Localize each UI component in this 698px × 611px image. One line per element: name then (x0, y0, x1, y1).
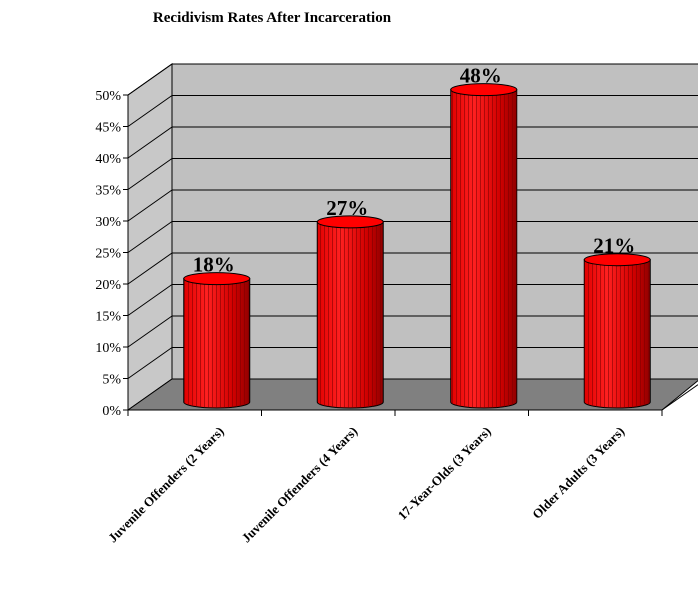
gridline-side (127, 347, 173, 379)
gridline-side (127, 126, 173, 159)
gridline-side (127, 189, 173, 222)
bar (450, 83, 518, 409)
gridline-side (127, 284, 173, 316)
gridline-side (127, 158, 173, 190)
data-label: 48% (460, 64, 502, 88)
y-tick-label: 5% (102, 373, 121, 388)
category-label: Juvenile Offenders (2 Years) (105, 424, 227, 546)
bar-top (450, 83, 518, 97)
bar-top (183, 272, 251, 286)
data-labels: 18% 27% 48% 21% (193, 64, 636, 277)
y-tick-label: 10% (95, 341, 121, 356)
category-label: Older Adults (3 Years) (529, 424, 627, 522)
data-label: 21% (593, 234, 635, 258)
data-label: 27% (326, 196, 368, 220)
data-label: 18% (193, 253, 235, 277)
y-tick-label: 25% (95, 247, 121, 262)
gridline-side (127, 252, 173, 285)
bar (316, 215, 384, 409)
value-axis: 0% 5% 10% 15% 20% 25% 30% 35% 40% 45% 50% (95, 89, 663, 419)
category-labels: Juvenile Offenders (2 Years) Juvenile Off… (105, 424, 627, 546)
gridline-side (127, 95, 173, 127)
gridline-side (127, 221, 173, 253)
y-tick-label: 20% (95, 278, 121, 293)
bar-top (316, 215, 384, 229)
y-tick-label: 45% (95, 121, 121, 136)
category-label: 17-Year-Olds (3 Years) (395, 424, 494, 523)
bar (183, 272, 251, 409)
gridline-side (127, 315, 173, 348)
bars (183, 83, 651, 409)
bar-top (583, 253, 651, 267)
category-label: Juvenile Offenders (4 Years) (239, 424, 361, 546)
y-tick-label: 0% (102, 404, 121, 419)
y-tick-label: 40% (95, 152, 121, 167)
gridline-side (127, 63, 173, 96)
y-tick-label: 50% (95, 89, 121, 104)
chart-title: Recidivism Rates After Incarceration (153, 10, 392, 26)
y-tick-label: 15% (95, 310, 121, 325)
bar (583, 253, 651, 409)
y-tick-label: 35% (95, 184, 121, 199)
y-tick-label: 30% (95, 215, 121, 230)
